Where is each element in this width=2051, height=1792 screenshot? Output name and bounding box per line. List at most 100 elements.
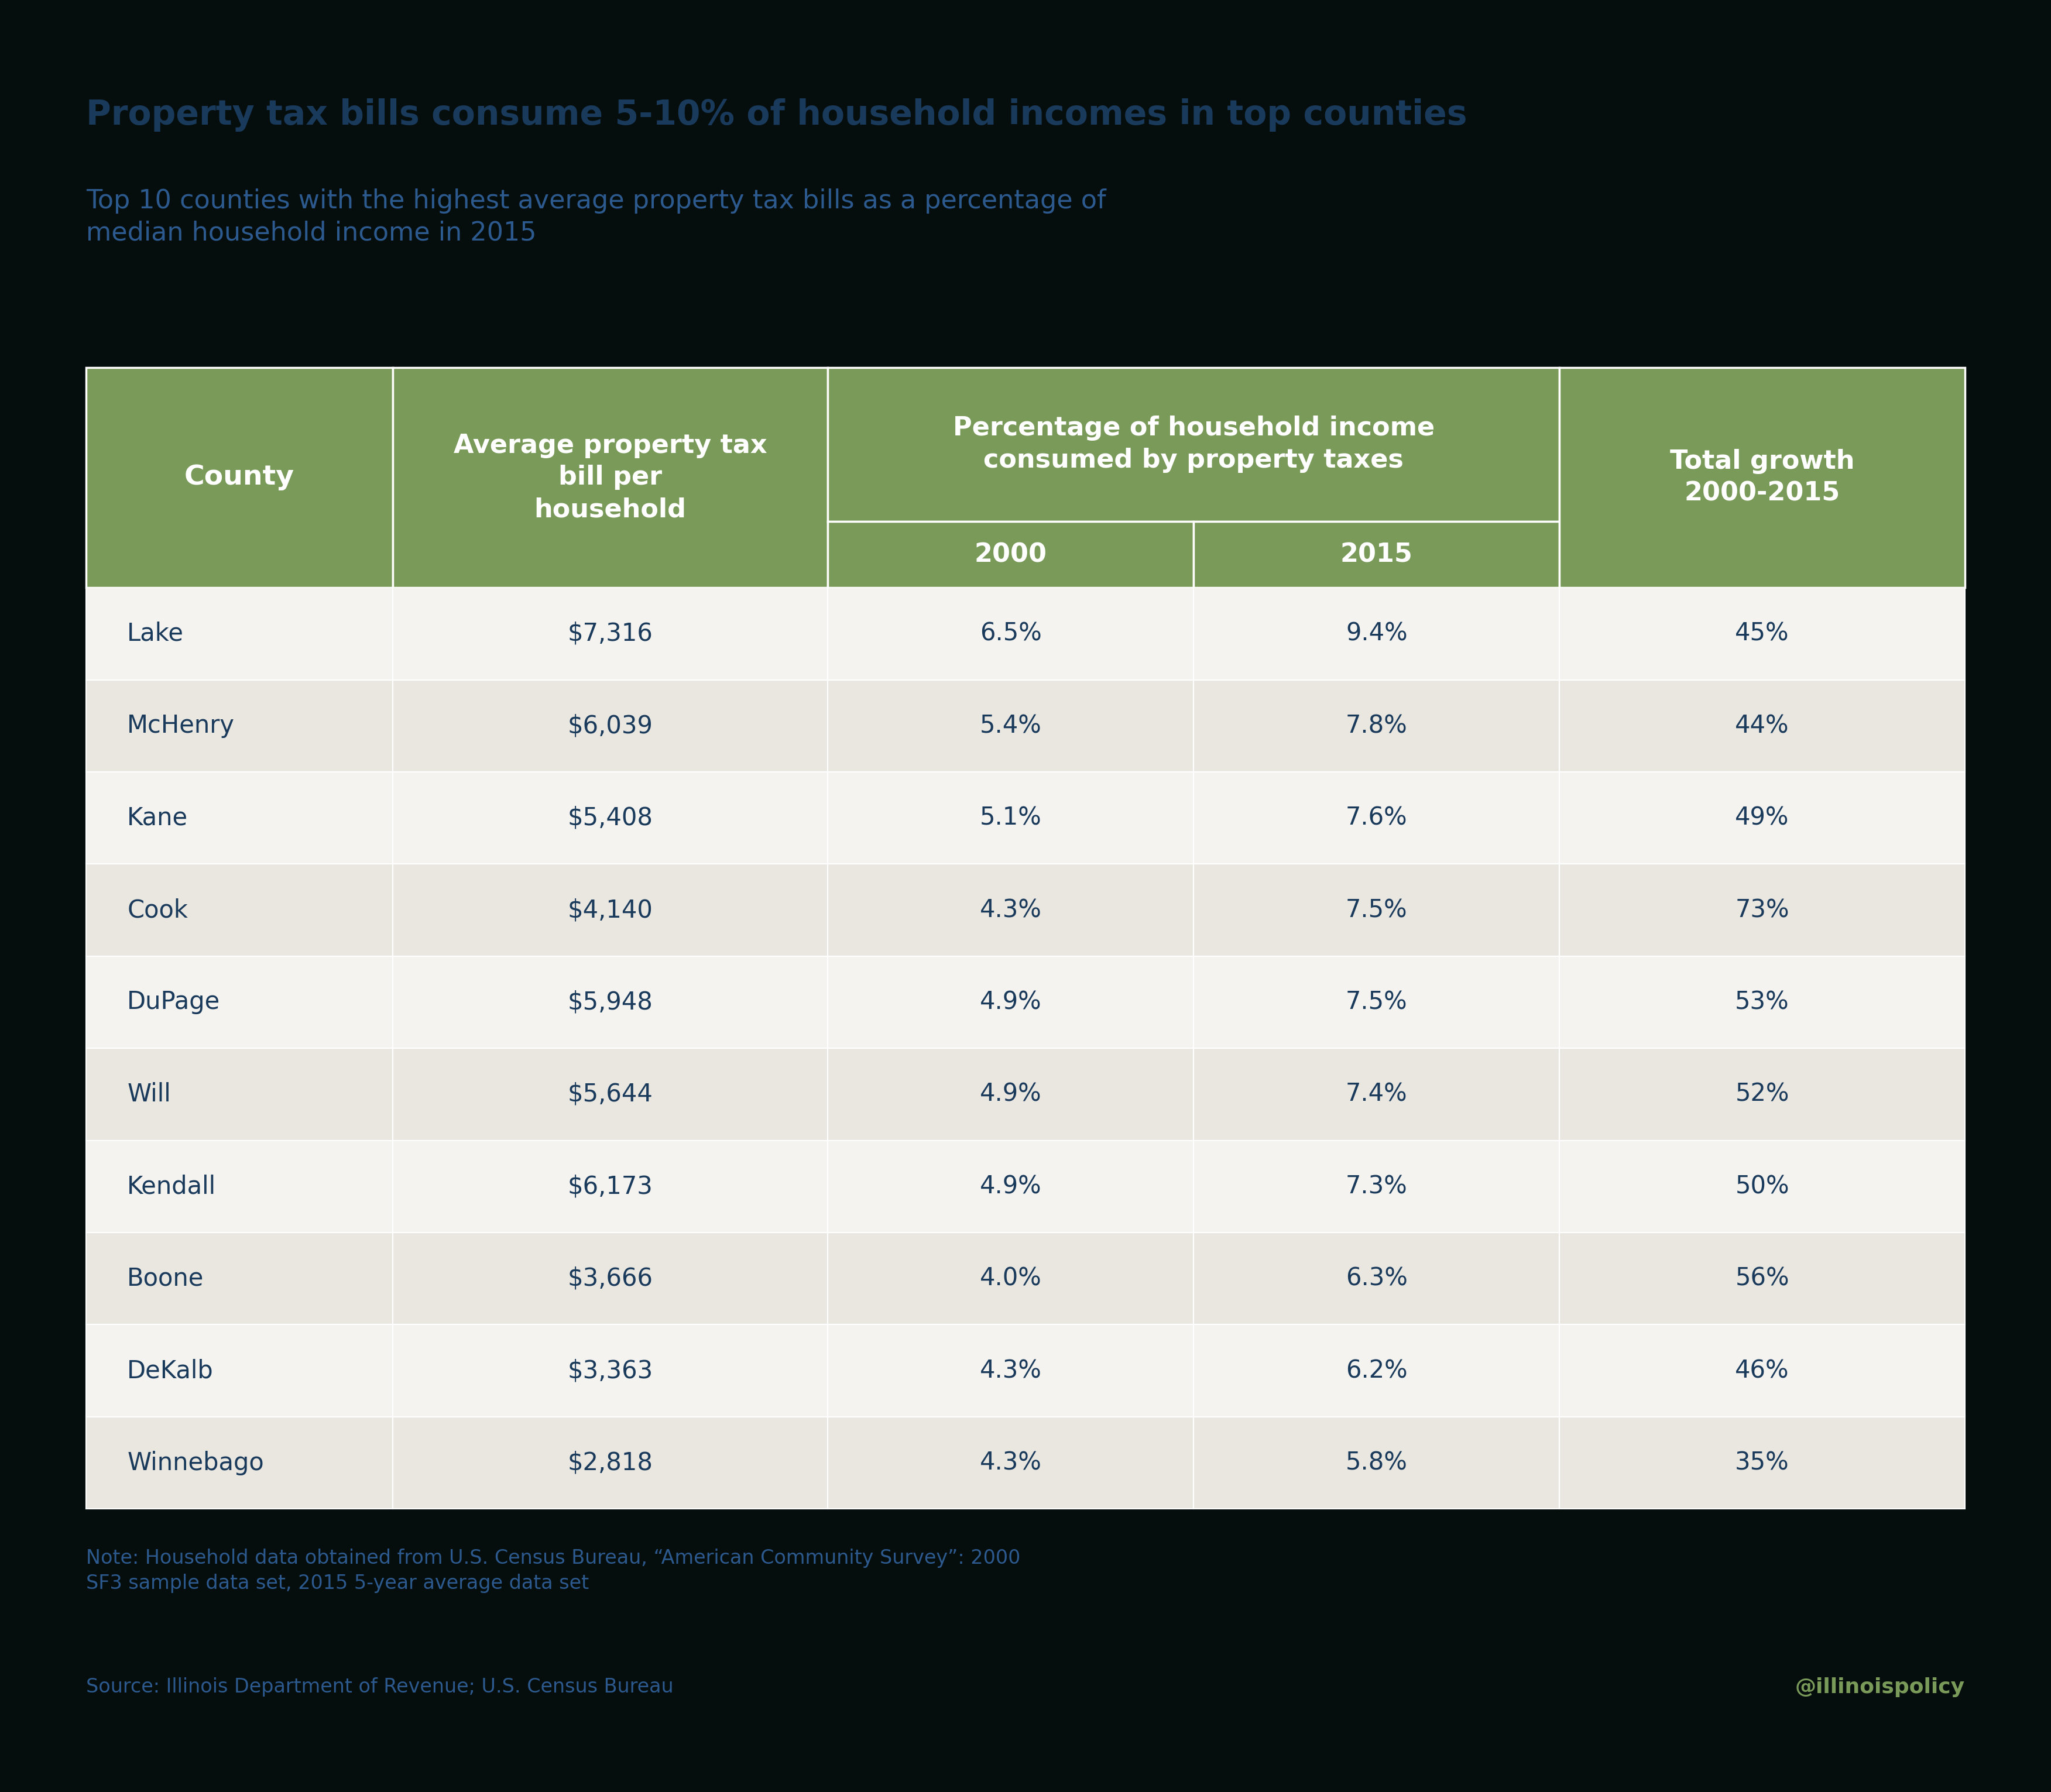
- Bar: [1559, 588, 1965, 679]
- Bar: [86, 1233, 392, 1324]
- Bar: [86, 367, 1965, 1509]
- Bar: [392, 367, 829, 588]
- Bar: [829, 679, 1194, 772]
- Text: $5,948: $5,948: [568, 989, 652, 1014]
- Text: $5,408: $5,408: [568, 806, 652, 830]
- Bar: [86, 1048, 392, 1140]
- Bar: [829, 1048, 1194, 1140]
- Bar: [1194, 1417, 1559, 1509]
- Bar: [1194, 864, 1559, 957]
- Bar: [392, 864, 829, 957]
- Text: 9.4%: 9.4%: [1345, 622, 1407, 647]
- Bar: [1194, 679, 1559, 772]
- Text: 53%: 53%: [1735, 989, 1788, 1014]
- Bar: [86, 1324, 392, 1417]
- Text: 6.5%: 6.5%: [980, 622, 1042, 647]
- Text: 45%: 45%: [1735, 622, 1788, 647]
- Bar: [829, 1417, 1194, 1509]
- Text: 50%: 50%: [1735, 1174, 1788, 1199]
- Text: $5,644: $5,644: [568, 1082, 652, 1107]
- Bar: [392, 1048, 829, 1140]
- Text: 52%: 52%: [1735, 1082, 1788, 1107]
- Bar: [86, 1417, 392, 1509]
- Text: $6,039: $6,039: [568, 713, 652, 738]
- Bar: [86, 957, 392, 1048]
- Bar: [1194, 772, 1559, 864]
- Text: 44%: 44%: [1735, 713, 1788, 738]
- Bar: [86, 367, 392, 588]
- Text: 7.5%: 7.5%: [1345, 898, 1407, 923]
- Bar: [1559, 772, 1965, 864]
- Bar: [392, 1324, 829, 1417]
- Text: 56%: 56%: [1735, 1267, 1788, 1290]
- Text: 5.1%: 5.1%: [980, 806, 1042, 830]
- Text: 4.3%: 4.3%: [980, 1450, 1042, 1475]
- Text: 7.8%: 7.8%: [1345, 713, 1407, 738]
- Bar: [86, 772, 392, 864]
- Text: Winnebago: Winnebago: [127, 1450, 265, 1475]
- Bar: [86, 679, 392, 772]
- Text: Boone: Boone: [127, 1267, 203, 1290]
- Bar: [1559, 1140, 1965, 1233]
- Bar: [86, 864, 392, 957]
- Text: $3,363: $3,363: [568, 1358, 652, 1383]
- Text: 46%: 46%: [1735, 1358, 1788, 1383]
- Bar: [1194, 1048, 1559, 1140]
- Text: @illinoispolicy: @illinoispolicy: [1795, 1677, 1965, 1697]
- Bar: [392, 957, 829, 1048]
- Text: 4.3%: 4.3%: [980, 1358, 1042, 1383]
- Text: County: County: [185, 464, 295, 491]
- Text: 4.0%: 4.0%: [980, 1267, 1042, 1290]
- Bar: [829, 957, 1194, 1048]
- Text: 4.3%: 4.3%: [980, 898, 1042, 923]
- Bar: [829, 367, 1559, 521]
- Text: $3,666: $3,666: [568, 1267, 652, 1290]
- Bar: [829, 1324, 1194, 1417]
- Bar: [829, 1140, 1194, 1233]
- Text: 7.4%: 7.4%: [1345, 1082, 1407, 1107]
- Text: 5.4%: 5.4%: [980, 713, 1042, 738]
- Text: Kendall: Kendall: [127, 1174, 215, 1199]
- Bar: [392, 1233, 829, 1324]
- Bar: [1559, 864, 1965, 957]
- Text: 5.8%: 5.8%: [1345, 1450, 1407, 1475]
- Bar: [392, 772, 829, 864]
- Text: DuPage: DuPage: [127, 989, 219, 1014]
- Text: 7.5%: 7.5%: [1345, 989, 1407, 1014]
- Text: 2000: 2000: [974, 541, 1046, 566]
- Bar: [392, 1140, 829, 1233]
- Bar: [829, 521, 1194, 588]
- Bar: [829, 588, 1194, 679]
- Bar: [1559, 1324, 1965, 1417]
- Bar: [1559, 1233, 1965, 1324]
- Bar: [1559, 1417, 1965, 1509]
- Bar: [1559, 679, 1965, 772]
- Text: 7.6%: 7.6%: [1345, 806, 1407, 830]
- Bar: [1194, 1233, 1559, 1324]
- Text: 2015: 2015: [1339, 541, 1413, 566]
- Text: 49%: 49%: [1735, 806, 1788, 830]
- Bar: [392, 1417, 829, 1509]
- Bar: [392, 588, 829, 679]
- Bar: [1194, 521, 1559, 588]
- Text: Top 10 counties with the highest average property tax bills as a percentage of
m: Top 10 counties with the highest average…: [86, 188, 1105, 246]
- Bar: [829, 772, 1194, 864]
- Text: 73%: 73%: [1735, 898, 1788, 923]
- Bar: [1194, 588, 1559, 679]
- Text: Property tax bills consume 5-10% of household incomes in top counties: Property tax bills consume 5-10% of hous…: [86, 99, 1466, 133]
- Bar: [1194, 957, 1559, 1048]
- Text: 6.2%: 6.2%: [1345, 1358, 1407, 1383]
- Text: Note: Household data obtained from U.S. Census Bureau, “American Community Surve: Note: Household data obtained from U.S. …: [86, 1548, 1021, 1593]
- Bar: [1559, 367, 1965, 588]
- Text: Source: Illinois Department of Revenue; U.S. Census Bureau: Source: Illinois Department of Revenue; …: [86, 1677, 673, 1697]
- Text: Percentage of household income
consumed by property taxes: Percentage of household income consumed …: [954, 416, 1434, 473]
- Text: 7.3%: 7.3%: [1345, 1174, 1407, 1199]
- Text: DeKalb: DeKalb: [127, 1358, 213, 1383]
- Text: $7,316: $7,316: [568, 622, 652, 647]
- Text: $6,173: $6,173: [568, 1174, 652, 1199]
- Text: $2,818: $2,818: [568, 1450, 652, 1475]
- Text: 35%: 35%: [1735, 1450, 1788, 1475]
- Text: $4,140: $4,140: [568, 898, 652, 923]
- Text: 4.9%: 4.9%: [980, 989, 1042, 1014]
- Bar: [86, 1140, 392, 1233]
